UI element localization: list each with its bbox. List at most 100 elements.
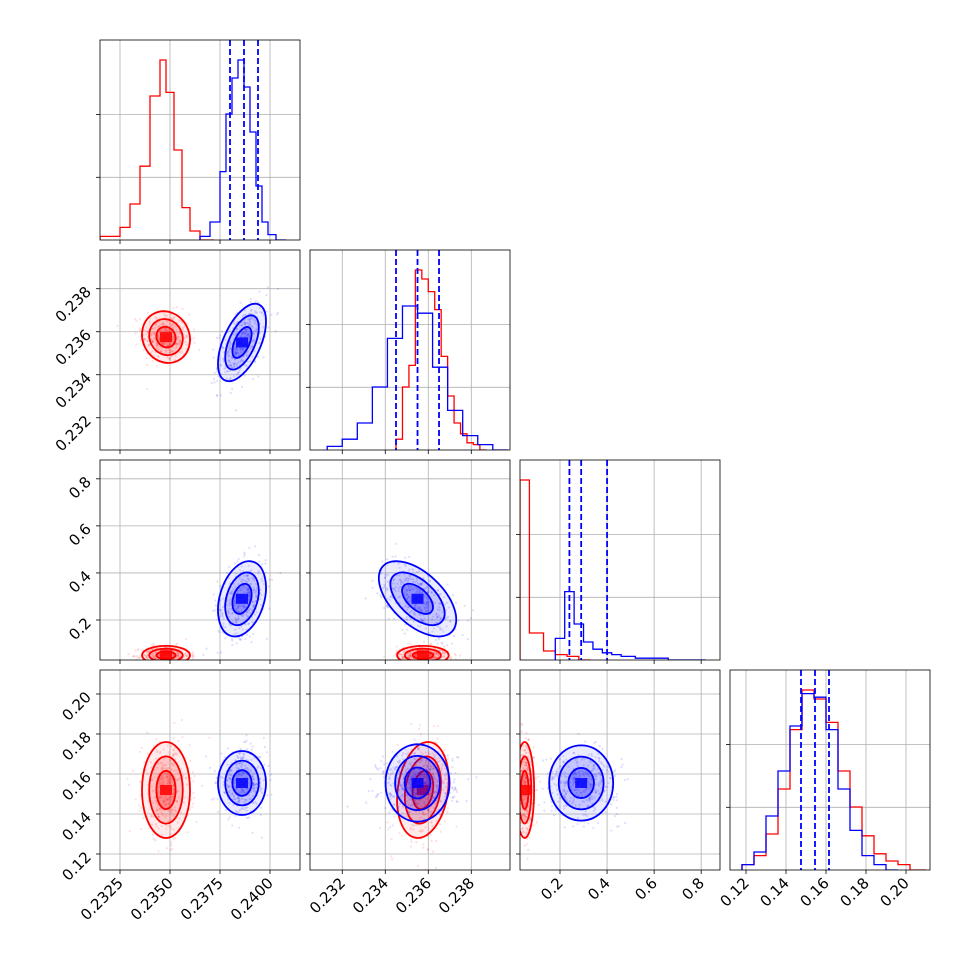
sample-point (466, 619, 470, 622)
panel-frame (99, 249, 301, 451)
sample-point (249, 320, 252, 323)
sample-point (171, 752, 175, 755)
sample-point (565, 782, 568, 785)
sample-point (436, 654, 439, 657)
sample-point (191, 652, 194, 656)
sample-point (253, 349, 256, 352)
sample-point (592, 764, 595, 767)
sample-point (242, 740, 246, 744)
sample-point (607, 765, 610, 768)
sample-point (253, 613, 256, 616)
sample-point (245, 628, 248, 631)
sample-point (524, 776, 527, 779)
sample-point (176, 663, 178, 665)
sample-point (440, 767, 443, 770)
sample-point (228, 354, 231, 357)
sample-point (175, 331, 178, 334)
sample-point (526, 748, 530, 751)
sample-point (399, 772, 402, 776)
sample-point (410, 584, 413, 587)
sample-point (427, 808, 430, 811)
sample-point (244, 798, 248, 801)
sample-point (596, 752, 600, 755)
sample-point (418, 582, 421, 585)
sample-point (432, 754, 435, 757)
sample-point (563, 782, 566, 785)
sample-point (240, 324, 244, 327)
sample-point (438, 609, 441, 612)
sample-point (262, 313, 265, 316)
sample-point (145, 655, 148, 658)
sample-point (418, 760, 421, 763)
sample-point (177, 654, 180, 657)
sample-point (166, 797, 169, 801)
sample-point (384, 806, 387, 810)
sample-point (160, 349, 163, 352)
sample-point (229, 392, 232, 395)
sample-point (172, 350, 175, 353)
sample-point (412, 828, 415, 831)
sample-point (409, 653, 413, 656)
sample-point (175, 643, 178, 646)
sample-point (238, 353, 241, 356)
sample-point (415, 591, 418, 595)
sample-point (407, 781, 411, 784)
sample-point (151, 654, 154, 657)
sample-point (520, 723, 524, 727)
sample-point (157, 666, 159, 668)
sample-point (574, 772, 577, 775)
sample-point (154, 657, 157, 660)
sample-point (403, 617, 406, 620)
sample-point (228, 791, 231, 794)
sample-point (447, 606, 450, 609)
sample-point (401, 787, 404, 790)
sample-point (580, 795, 584, 798)
sample-point (211, 609, 215, 612)
sample-point (249, 309, 253, 312)
sample-point (152, 327, 155, 330)
sample-point (162, 343, 165, 346)
sample-point (267, 585, 271, 588)
sample-point (180, 664, 182, 666)
sample-point (241, 360, 244, 363)
sample-point (156, 326, 160, 329)
sample-point (158, 336, 161, 340)
sample-point (438, 650, 441, 653)
sample-point (455, 825, 458, 828)
sample-point (423, 781, 427, 784)
sample-point (402, 653, 405, 656)
sample-point (525, 831, 528, 834)
sample-point (201, 784, 204, 787)
sample-point (393, 815, 396, 818)
sample-point (543, 809, 546, 812)
sample-point (446, 782, 449, 785)
sample-point (434, 656, 438, 659)
sample-point (158, 807, 161, 810)
sample-point (223, 756, 227, 759)
sample-point (393, 654, 396, 657)
sample-point (228, 607, 231, 611)
sample-point (237, 773, 240, 776)
sample-point (444, 795, 447, 798)
sample-point (439, 813, 442, 816)
sample-point (226, 783, 229, 787)
sample-point (433, 655, 437, 659)
sample-point (442, 788, 445, 791)
sample-point (238, 346, 242, 350)
sample-point (240, 347, 244, 350)
sample-point (242, 615, 245, 618)
sample-point (168, 343, 171, 346)
sample-point (247, 587, 251, 591)
sample-point (152, 652, 155, 655)
sample-point (436, 653, 439, 656)
sample-point (523, 844, 526, 847)
sample-point (410, 763, 413, 766)
sample-point (245, 580, 248, 583)
sample-point (227, 785, 230, 788)
sample-point (410, 610, 413, 613)
sample-point (424, 602, 427, 605)
sample-point (252, 338, 255, 341)
sample-point (401, 834, 404, 837)
sample-point (185, 783, 188, 786)
sample-point (234, 809, 237, 812)
